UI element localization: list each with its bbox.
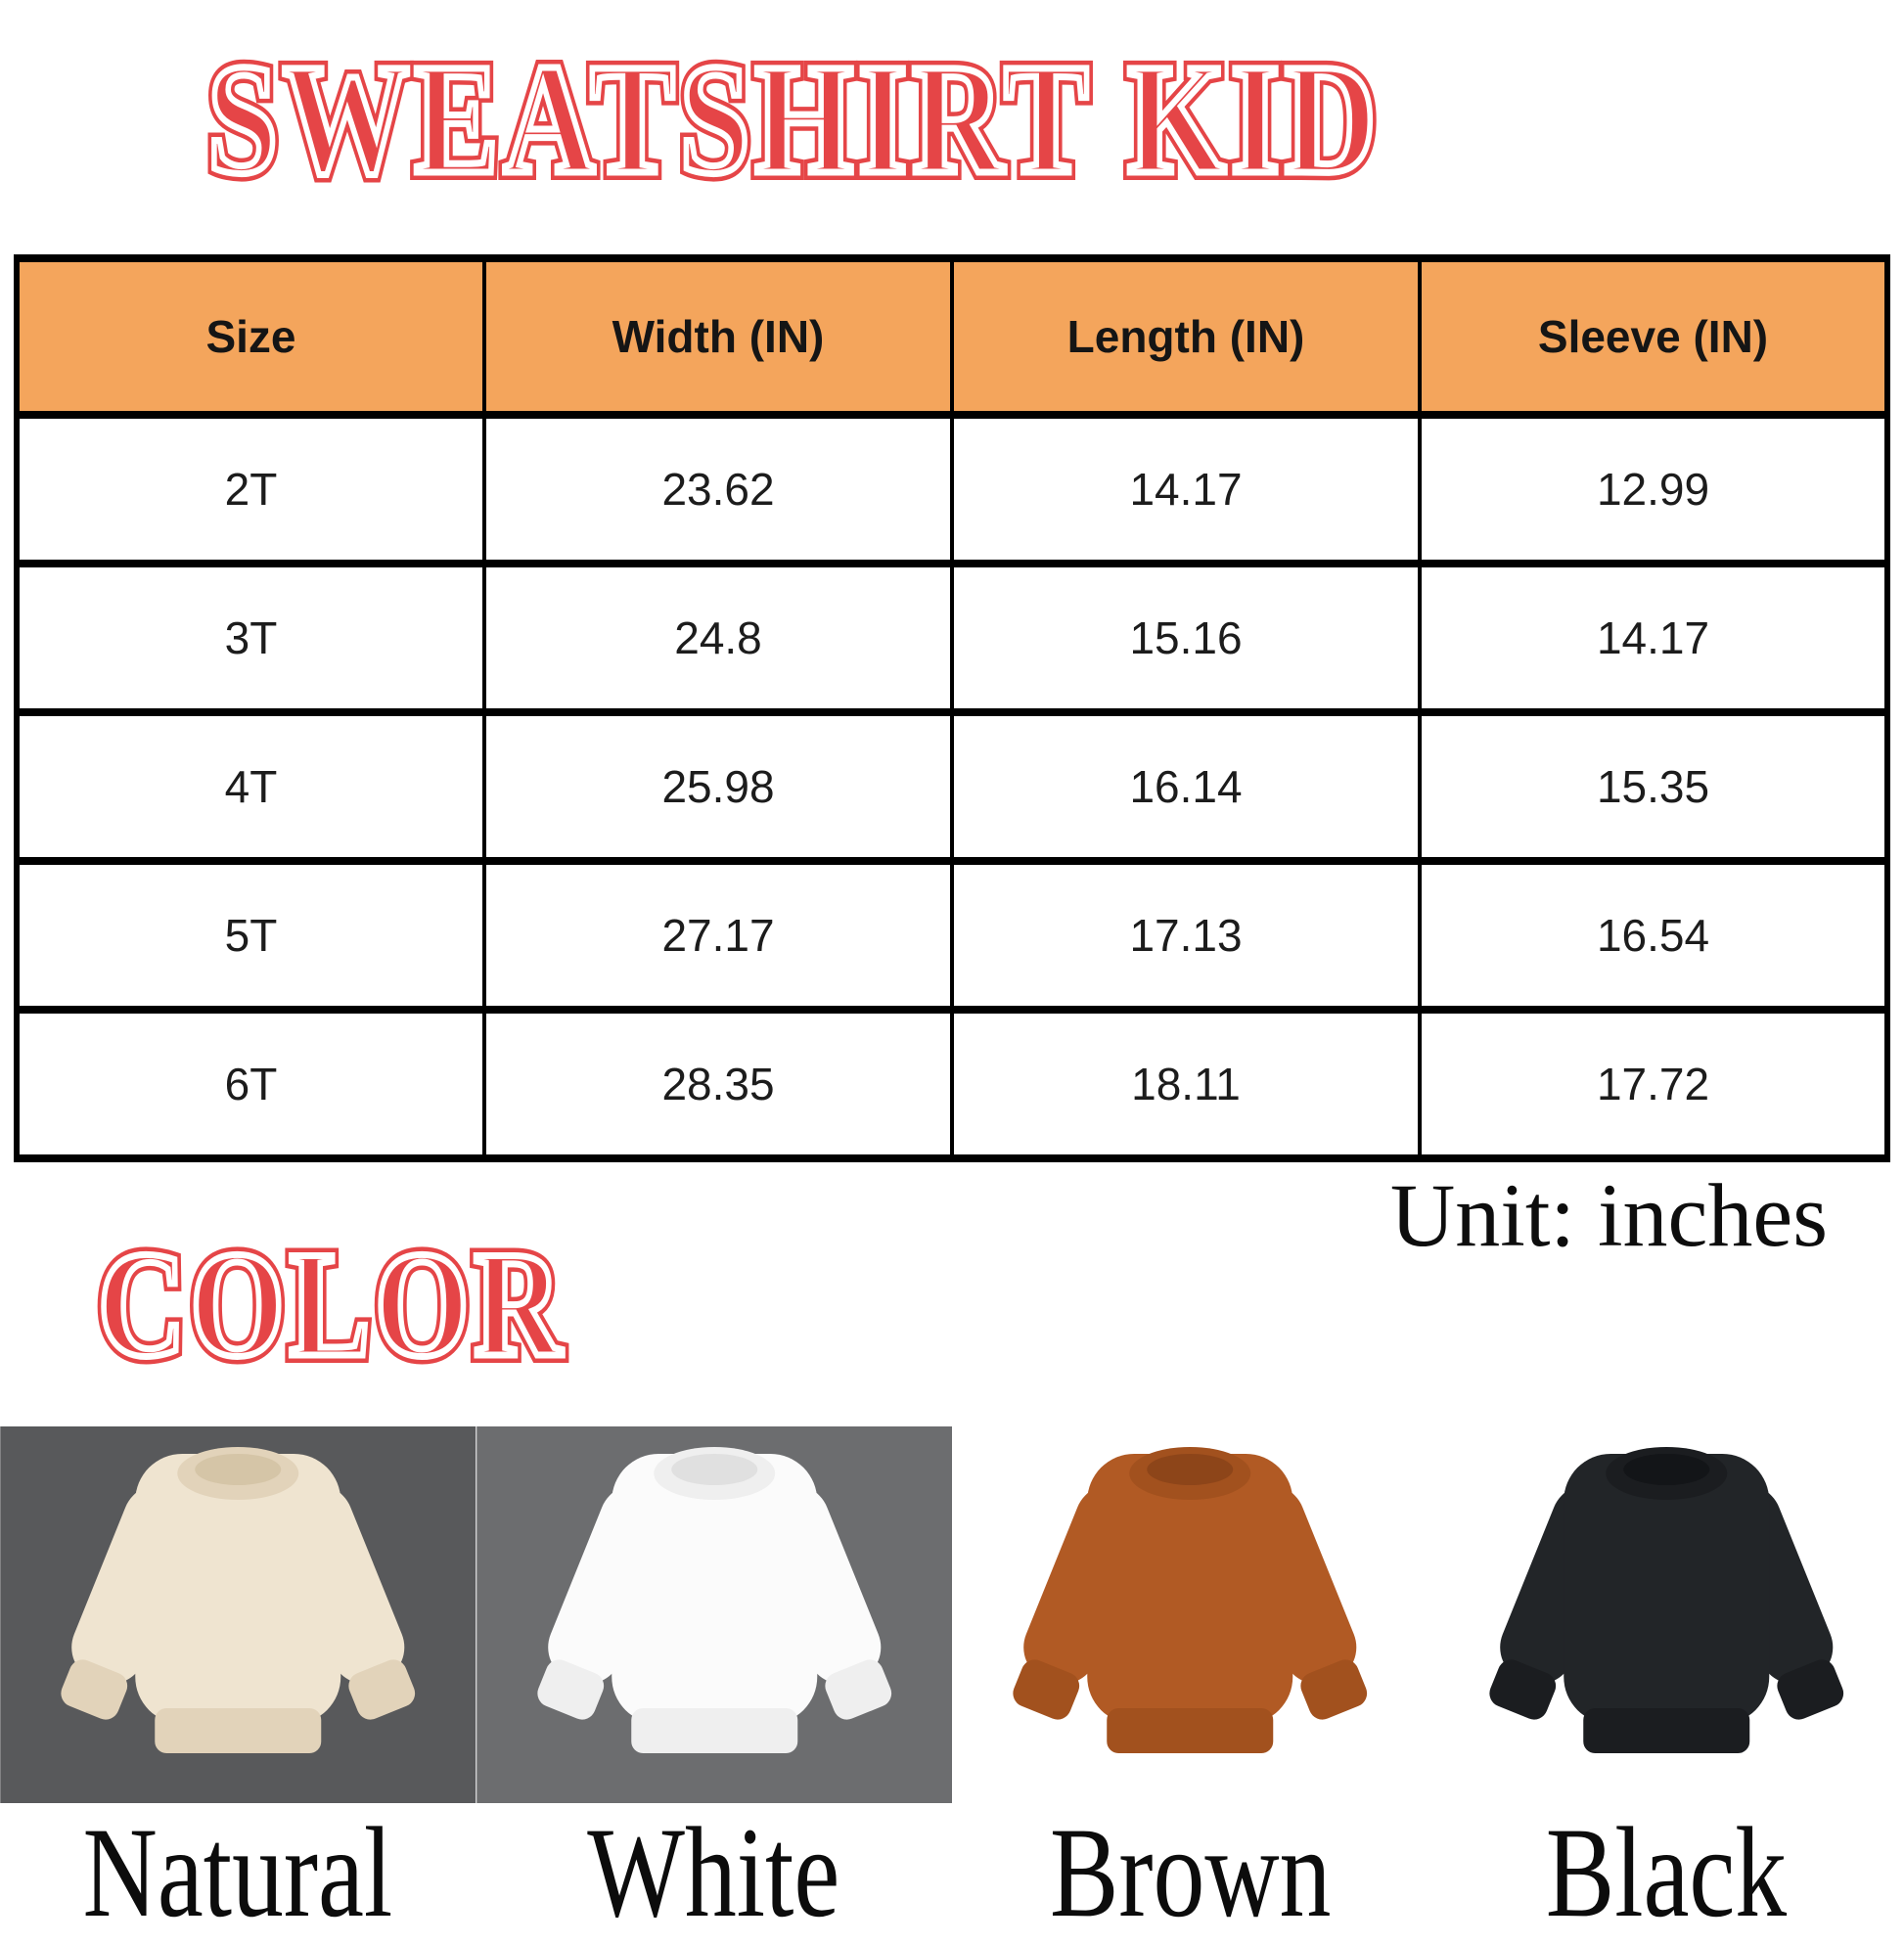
cell-sleeve: 14.17 [1420,564,1887,712]
color-swatch-row [0,1426,1904,1803]
cell-size: 5T [17,861,484,1010]
table-row: 4T 25.98 16.14 15.35 [17,712,1887,861]
sweatshirt-image-brown [952,1426,1428,1803]
sweatshirt-image-natural [0,1426,476,1803]
cell-width: 23.62 [484,415,952,564]
table-row: 6T 28.35 18.11 17.72 [17,1010,1887,1158]
cell-length: 16.14 [952,712,1420,861]
cell-length: 17.13 [952,861,1420,1010]
column-header-length: Length (IN) [952,258,1420,415]
swatch-panel-natural [0,1426,476,1803]
color-label-brown: Brown [952,1805,1428,1944]
sweatshirt-image-white [476,1426,953,1803]
page-title-text: SWEATSHIRT KID [207,31,1381,209]
color-label-natural: Natural [0,1805,476,1944]
size-chart-header-row: Size Width (IN) Length (IN) Sleeve (IN) [17,258,1887,415]
color-label-row: Natural White Brown Black [0,1805,1904,1944]
table-row: 5T 27.17 17.13 16.54 [17,861,1887,1010]
column-header-width: Width (IN) [484,258,952,415]
color-label-black: Black [1428,1805,1904,1944]
cell-length: 15.16 [952,564,1420,712]
cell-length: 14.17 [952,415,1420,564]
color-label-text: Black [1546,1805,1787,1940]
cell-size: 6T [17,1010,484,1158]
color-label-white: White [476,1805,953,1944]
table-row: 2T 23.62 14.17 12.99 [17,415,1887,564]
cell-size: 3T [17,564,484,712]
column-header-size: Size [17,258,484,415]
cell-width: 24.8 [484,564,952,712]
cell-sleeve: 16.54 [1420,861,1887,1010]
size-chart-table: Size Width (IN) Length (IN) Sleeve (IN) … [14,254,1890,1162]
color-label-text: White [588,1805,840,1940]
color-label-text: Brown [1050,1805,1331,1940]
color-label-text: Natural [83,1805,393,1940]
swatch-panel-white [476,1426,953,1803]
cell-size: 4T [17,712,484,861]
column-header-sleeve: Sleeve (IN) [1420,258,1887,415]
cell-width: 28.35 [484,1010,952,1158]
cell-length: 18.11 [952,1010,1420,1158]
swatch-panel-brown [952,1426,1428,1803]
cell-width: 27.17 [484,861,952,1010]
cell-size: 2T [17,415,484,564]
cell-width: 25.98 [484,712,952,861]
table-row: 3T 24.8 15.16 14.17 [17,564,1887,712]
cell-sleeve: 17.72 [1420,1010,1887,1158]
page-title: SWEATSHIRT KID SWEATSHIRT KID [207,29,1904,207]
cell-sleeve: 12.99 [1420,415,1887,564]
sweatshirt-image-black [1428,1426,1904,1803]
swatch-panel-black [1428,1426,1904,1803]
color-heading-text: COLOR [98,1222,567,1386]
cell-sleeve: 15.35 [1420,712,1887,861]
